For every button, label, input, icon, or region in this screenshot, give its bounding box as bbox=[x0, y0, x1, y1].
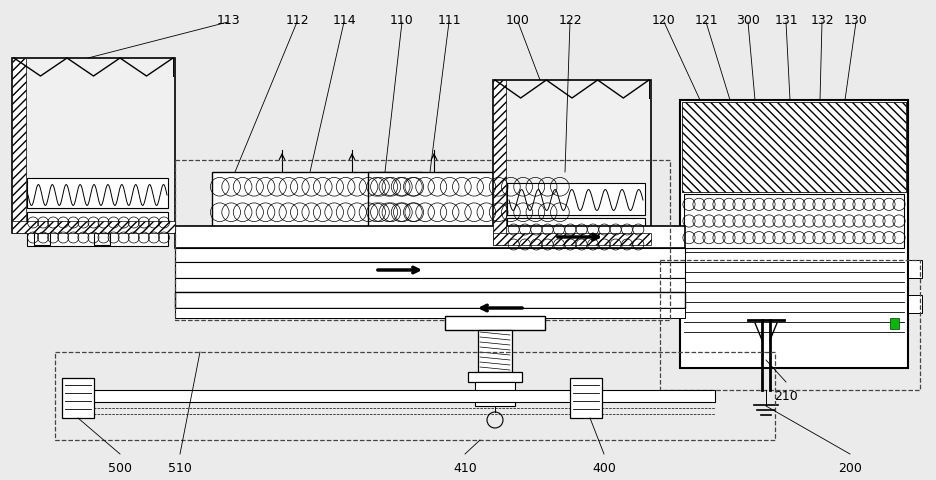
Text: 210: 210 bbox=[774, 390, 797, 403]
Text: 410: 410 bbox=[453, 462, 476, 475]
Bar bbox=[890, 318, 899, 329]
Text: 200: 200 bbox=[838, 462, 862, 475]
Bar bbox=[507, 218, 645, 252]
Text: 510: 510 bbox=[168, 462, 192, 475]
Bar bbox=[175, 262, 685, 278]
Bar bbox=[12, 221, 175, 233]
Bar bbox=[12, 58, 26, 233]
Text: 131: 131 bbox=[774, 14, 797, 27]
Text: 112: 112 bbox=[285, 14, 309, 27]
Bar bbox=[445, 316, 545, 330]
Text: 400: 400 bbox=[592, 462, 616, 475]
Bar bbox=[175, 226, 685, 248]
Bar bbox=[27, 212, 168, 246]
Text: 114: 114 bbox=[332, 14, 356, 27]
Text: 113: 113 bbox=[216, 14, 240, 27]
Bar bbox=[468, 372, 522, 382]
Bar bbox=[680, 100, 908, 368]
Bar bbox=[212, 172, 422, 227]
Bar bbox=[175, 292, 685, 308]
Text: 300: 300 bbox=[736, 14, 760, 27]
Bar bbox=[75, 390, 715, 402]
Text: 100: 100 bbox=[506, 14, 530, 27]
Text: 500: 500 bbox=[108, 462, 132, 475]
Bar bbox=[682, 102, 906, 192]
Bar bbox=[94, 233, 110, 245]
Text: 121: 121 bbox=[695, 14, 718, 27]
Bar bbox=[570, 378, 602, 418]
Text: 130: 130 bbox=[844, 14, 868, 27]
Bar bbox=[368, 172, 568, 227]
Bar bbox=[507, 183, 645, 215]
Bar bbox=[908, 260, 922, 278]
Bar bbox=[478, 330, 512, 372]
Text: 111: 111 bbox=[437, 14, 461, 27]
Bar bbox=[62, 378, 94, 418]
Bar bbox=[908, 295, 922, 313]
Bar bbox=[175, 160, 670, 320]
Bar bbox=[27, 178, 168, 208]
Bar bbox=[175, 308, 685, 318]
Text: 120: 120 bbox=[652, 14, 676, 27]
Bar bbox=[682, 102, 906, 192]
Bar bbox=[493, 80, 506, 245]
Bar bbox=[175, 278, 685, 292]
Bar bbox=[55, 352, 775, 440]
Text: 122: 122 bbox=[558, 14, 582, 27]
Bar bbox=[684, 194, 904, 248]
Bar bbox=[175, 248, 685, 262]
Text: 110: 110 bbox=[390, 14, 414, 27]
Bar bbox=[493, 80, 651, 245]
Text: 132: 132 bbox=[811, 14, 834, 27]
Bar bbox=[34, 233, 50, 245]
Bar bbox=[493, 233, 651, 245]
Bar bbox=[660, 260, 920, 390]
Bar bbox=[12, 58, 175, 233]
Bar bbox=[475, 382, 515, 406]
